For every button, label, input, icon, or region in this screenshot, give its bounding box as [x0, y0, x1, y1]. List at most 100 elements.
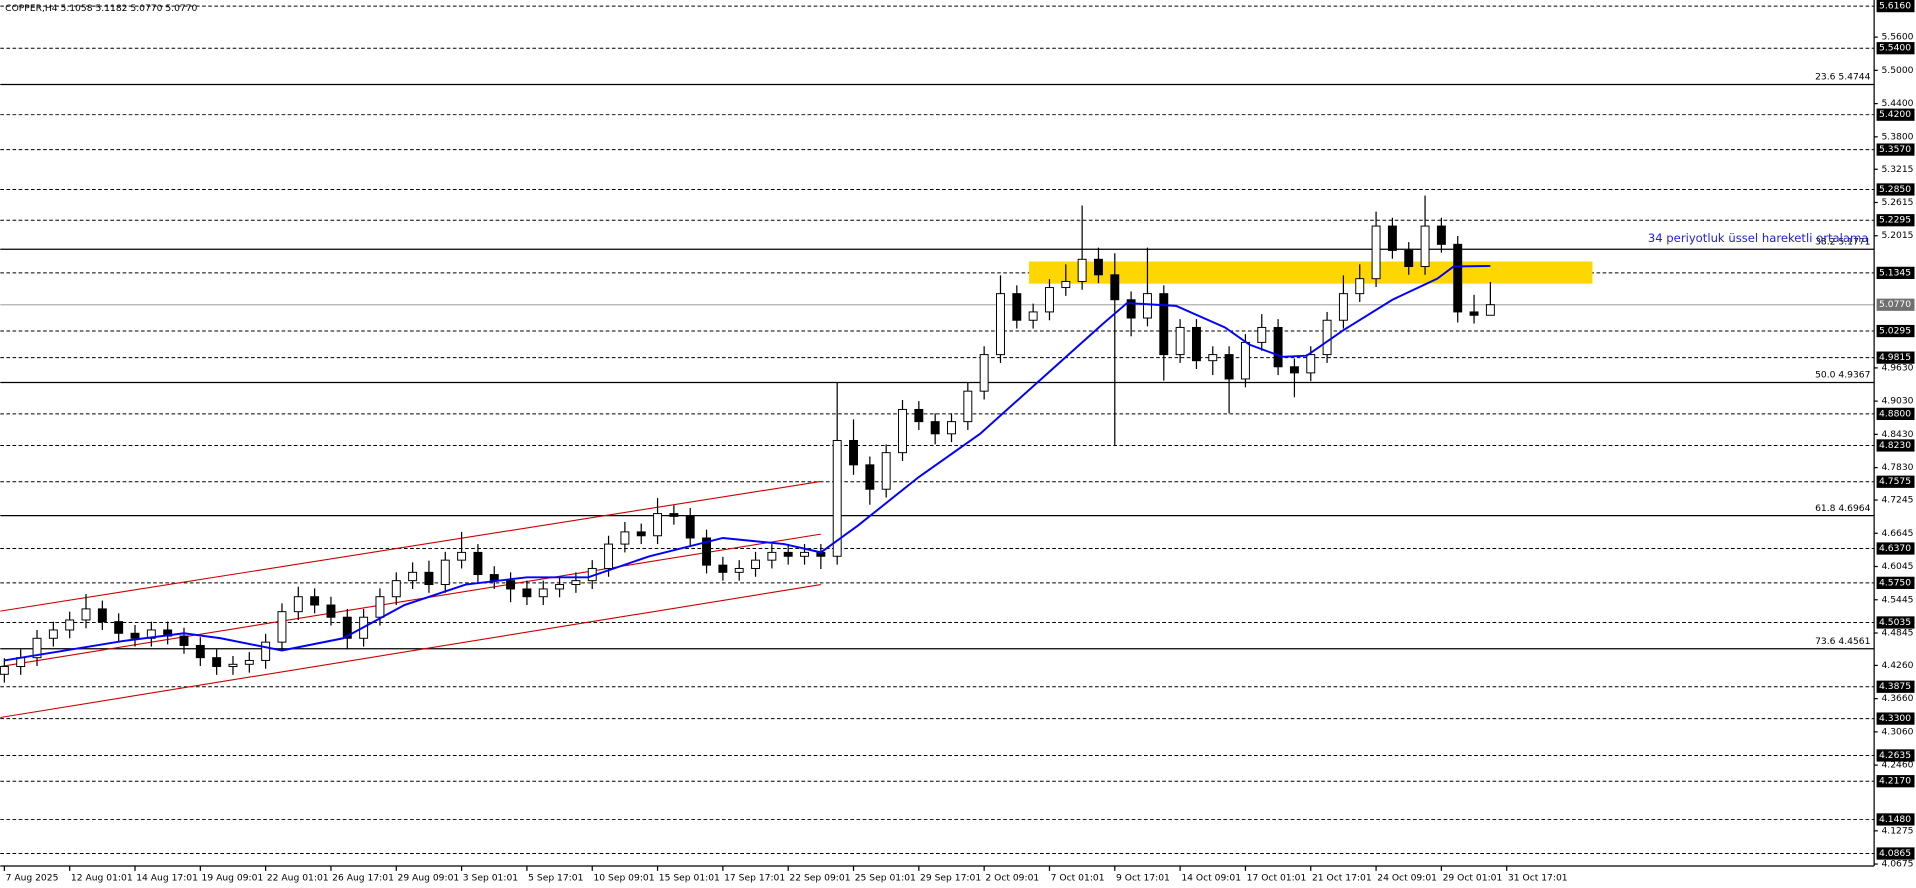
x-tick-label: 7 Oct 01:01: [1051, 873, 1105, 884]
x-tick-label: 19 Aug 09:01: [202, 873, 264, 884]
candle-body: [718, 564, 728, 573]
y-tick-label: 5.5000: [1881, 65, 1913, 76]
level-label: 5.3570: [1879, 144, 1911, 155]
candle-body: [522, 588, 532, 598]
x-tick-label: 10 Sep 09:01: [593, 873, 654, 884]
x-tick-label: 9 Oct 17:01: [1116, 873, 1170, 884]
candle-body: [751, 559, 761, 569]
level-label: 5.0295: [1879, 326, 1911, 337]
candle-body: [244, 659, 254, 665]
level-label-box: [1876, 183, 1915, 196]
candle-body: [1012, 293, 1022, 321]
level-label: 4.3875: [1879, 681, 1911, 692]
fib-label: 38.2 5.1771: [1815, 236, 1870, 247]
y-tick-label: 4.1275: [1881, 825, 1913, 836]
candle-body: [1404, 249, 1414, 267]
y-tick-label: 5.2615: [1881, 197, 1913, 208]
last-price-box: [1876, 298, 1915, 311]
level-label: 4.8230: [1879, 440, 1911, 451]
level-label-box: [1876, 42, 1915, 55]
level-label: 5.2850: [1879, 184, 1911, 195]
y-tick-label: 4.3660: [1881, 693, 1913, 704]
candle-body: [914, 408, 924, 423]
candle-body: [1175, 326, 1185, 356]
candle-body: [1126, 299, 1136, 319]
candle-body: [440, 559, 450, 586]
level-label: 4.2170: [1879, 776, 1911, 787]
candle-body: [473, 551, 483, 576]
level-label: 4.1480: [1879, 814, 1911, 825]
level-label: 4.0865: [1879, 848, 1911, 859]
candle-body: [342, 616, 352, 639]
candle-body: [979, 354, 989, 392]
candle-body: [1257, 326, 1267, 343]
level-label-box: [1876, 775, 1915, 788]
x-tick-label: 17 Oct 01:01: [1247, 873, 1307, 884]
candle-body: [963, 390, 973, 423]
candle-body: [1338, 293, 1348, 321]
candle-body: [81, 608, 91, 621]
candle-body: [653, 513, 663, 537]
x-tick-label: 21 Oct 17:01: [1312, 873, 1372, 884]
x-tick-label: 14 Aug 17:01: [136, 873, 198, 884]
level-label: 4.9815: [1879, 352, 1911, 363]
candles-layer: [0, 195, 1495, 683]
x-tick-label: 5 Sep 17:01: [528, 873, 583, 884]
candle-body: [767, 551, 777, 561]
candle-body: [1485, 304, 1495, 316]
x-tick-label: 3 Sep 01:01: [463, 873, 518, 884]
level-label-box: [1876, 214, 1915, 227]
candle-body: [571, 580, 581, 586]
level-label: 5.1345: [1879, 267, 1911, 278]
x-tick-label: 29 Aug 09:01: [398, 873, 460, 884]
candle-body: [506, 580, 516, 590]
candle-body: [1224, 354, 1234, 380]
x-tick-label: 12 Aug 01:01: [71, 873, 133, 884]
candle-body: [212, 657, 222, 668]
candle-body: [832, 439, 842, 557]
y-tick-label: 4.8430: [1881, 429, 1913, 440]
candle-body: [32, 637, 42, 659]
candle-body: [0, 666, 9, 675]
level-label: 5.2295: [1879, 215, 1911, 226]
level-label: 4.5750: [1879, 577, 1911, 588]
candle-body: [1045, 287, 1054, 313]
levels-layer: 23.6 5.4744 38.2 5.1771 50.0 4.9367 61.8 4.…: [0, 5, 1875, 855]
candle-body: [310, 596, 320, 606]
level-label-box: [1876, 616, 1915, 629]
x-tick-label: 15 Sep 01:01: [659, 873, 720, 884]
candle-body: [1110, 274, 1120, 301]
x-tick-label: 2 Oct 09:01: [985, 873, 1039, 884]
candle-body: [1436, 225, 1446, 245]
fib-label: 61.8 4.6964: [1815, 503, 1871, 514]
y-tick-label: 4.0675: [1881, 859, 1913, 870]
candle-body: [65, 619, 75, 631]
y-tick-label: 4.7245: [1881, 495, 1913, 506]
candle-body: [1355, 278, 1365, 295]
x-tick-label: 29 Oct 01:01: [1443, 873, 1503, 884]
candle-body: [1142, 293, 1152, 319]
level-label-box: [1876, 324, 1915, 338]
y-tick-label: 4.2460: [1881, 760, 1913, 771]
candle-body: [685, 515, 695, 539]
candle-body: [1453, 243, 1463, 313]
level-label: 5.5400: [1879, 43, 1911, 54]
level-label: 4.6370: [1879, 543, 1911, 554]
candle-body: [538, 588, 548, 598]
y-tick-label: 4.4260: [1881, 660, 1913, 671]
candle-body: [702, 537, 712, 566]
candle-body: [1387, 225, 1397, 251]
candle-body: [1159, 293, 1169, 356]
candle-body: [1420, 225, 1430, 267]
y-tick-label: 4.6045: [1881, 561, 1913, 572]
candle-body: [783, 551, 793, 557]
candle-body: [1240, 341, 1250, 380]
candle-body: [1322, 319, 1332, 356]
candle-body: [391, 580, 401, 598]
candle-body: [555, 584, 565, 590]
candle-body: [489, 574, 499, 582]
channel-line: [0, 480, 821, 612]
y-tick-label: 5.3800: [1881, 131, 1913, 142]
x-tick-label: 7 Aug 2025: [6, 873, 59, 884]
